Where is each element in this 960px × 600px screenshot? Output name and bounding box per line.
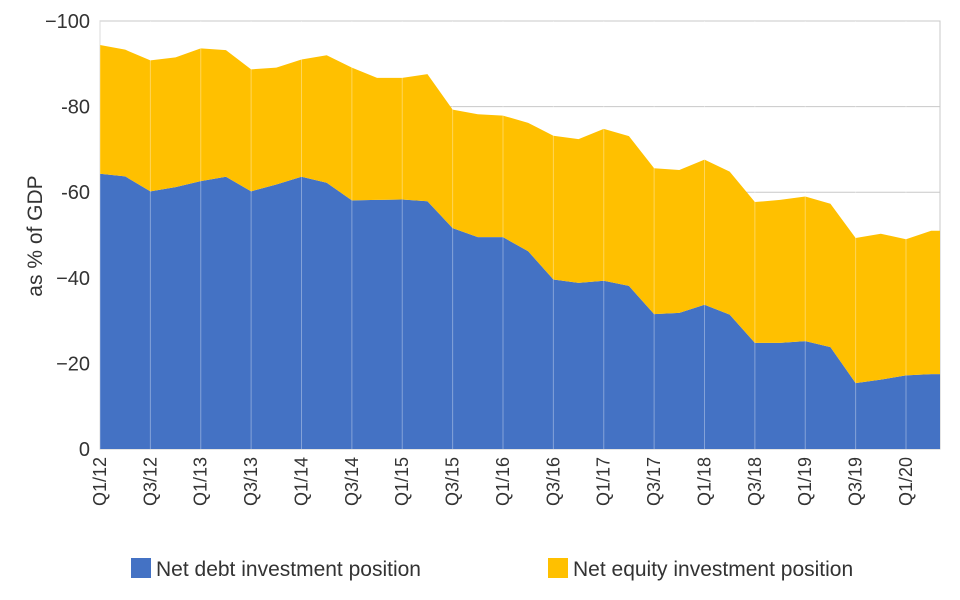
- x-tick-label: Q3/13: [241, 457, 261, 506]
- area-series-debt: [100, 173, 940, 449]
- y-tick-label: −40: [56, 268, 90, 290]
- x-tick-label: Q1/19: [795, 457, 815, 506]
- x-tick-label: Q3/17: [644, 457, 664, 506]
- y-tick-label: −100: [45, 11, 90, 33]
- legend-swatch-equity: [548, 558, 568, 578]
- x-axis-ticks: Q1/12 Q3/12 Q1/13 Q3/13 Q1/14 Q3/14 Q1/15 Q3/15…: [90, 457, 916, 506]
- x-tick-label: Q1/16: [493, 457, 513, 506]
- x-tick-label: Q1/15: [392, 457, 412, 506]
- legend-label-equity: Net equity investment position: [573, 558, 853, 581]
- x-tick-label: Q1/12: [90, 457, 110, 506]
- legend-swatch-debt: [131, 558, 151, 578]
- x-tick-label: Q1/14: [291, 457, 311, 506]
- x-tick-label: Q3/12: [140, 457, 160, 506]
- legend: Net debt investment position Net equity …: [131, 558, 853, 581]
- x-tick-label: Q3/15: [443, 457, 463, 506]
- x-tick-label: Q3/19: [846, 457, 866, 506]
- x-tick-label: Q3/14: [342, 457, 362, 506]
- y-tick-label: -60: [61, 182, 90, 204]
- x-tick-label: Q3/16: [543, 457, 563, 506]
- area-series-equity: [100, 44, 940, 384]
- legend-label-debt: Net debt investment position: [156, 558, 421, 581]
- x-tick-label: Q1/20: [896, 457, 916, 506]
- stacked-areas: [100, 44, 940, 449]
- y-axis-ticks: 0 −20 −40 -60 -80 −100: [45, 11, 90, 461]
- y-tick-label: -80: [61, 97, 90, 119]
- x-tick-label: Q3/18: [745, 457, 765, 506]
- y-tick-label: −20: [56, 353, 90, 375]
- vertical-grid-lines: [99, 21, 907, 449]
- x-tick-label: Q1/17: [594, 457, 614, 506]
- y-tick-label: 0: [79, 439, 90, 461]
- x-tick-label: Q1/18: [694, 457, 714, 506]
- y-axis-title: as % of GDP: [24, 175, 47, 296]
- x-tick-label: Q1/13: [191, 457, 211, 506]
